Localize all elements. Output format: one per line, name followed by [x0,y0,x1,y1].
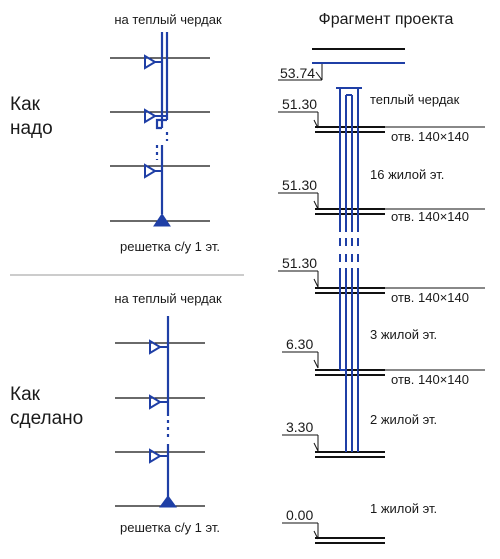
valve-icon [149,448,162,464]
how-it-was-done-line2: сделано [10,408,83,429]
level-value: 51.30 [282,177,317,193]
level-marker [282,434,319,452]
top-attic-label: на теплый чердак [114,12,222,27]
floor-label: 2 жилой эт. [370,412,437,427]
level-marker [282,522,319,540]
level-marker [278,111,319,129]
riser-offset [155,118,167,130]
how-it-should-line1: Как [10,94,41,115]
bottom-grate-label: решетка с/у 1 эт. [120,520,220,535]
floor-slab [315,537,385,544]
level-marker [278,270,319,288]
level-marker [282,351,319,369]
level-value: 3.30 [286,419,313,435]
how-it-should-line2: надо [10,118,53,139]
opening-label: отв. 140×140 [391,209,469,224]
valve-icon [144,54,157,70]
opening-label: отв. 140×140 [391,290,469,305]
top-grate-label: решетка с/у 1 эт. [120,239,220,254]
floor-slab [315,287,385,294]
floor-label: теплый чердак [370,92,460,107]
correct-riser-scheme [110,32,210,227]
riser-base-icon [153,213,171,227]
project-section [278,48,485,544]
riser-break [339,238,359,262]
how-it-was-done-line1: Как [10,384,41,405]
level-value: 51.30 [282,96,317,112]
valve-icon [149,394,162,410]
riser-base-icon [159,495,177,508]
floor-slab [315,369,385,376]
opening-label: отв. 140×140 [391,372,469,387]
floor-slab [315,208,385,215]
floor-label: 16 жилой эт. [370,167,444,182]
level-value: 53.74 [280,65,315,81]
level-value: 0.00 [286,507,313,523]
opening-label: отв. 140×140 [391,129,469,144]
project-fragment-title: Фрагмент проекта [319,11,454,28]
level-value: 6.30 [286,336,313,352]
floor-label: 3 жилой эт. [370,327,437,342]
valve-icon [149,339,162,355]
bottom-attic-label: на теплый чердак [114,291,222,306]
valve-icon [144,163,157,179]
level-value: 51.30 [282,255,317,271]
valve-icon [144,108,157,124]
level-marker [278,192,319,210]
actual-riser-scheme [115,316,205,508]
level-marker [278,64,323,81]
floor-slab [315,451,385,458]
floor-label: 1 жилой эт. [370,501,437,516]
